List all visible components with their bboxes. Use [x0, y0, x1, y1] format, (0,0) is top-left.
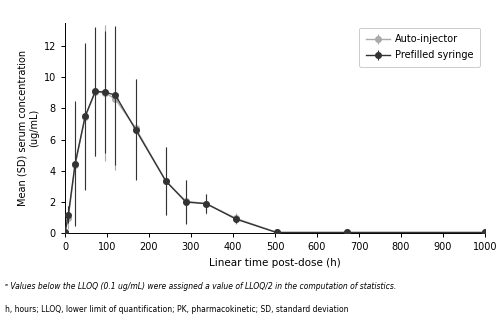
Y-axis label: Mean (SD) serum concentration
(ug/mL): Mean (SD) serum concentration (ug/mL) — [18, 50, 40, 206]
Text: h, hours; LLOQ, lower limit of quantification; PK, pharmacokinetic; SD, standard: h, hours; LLOQ, lower limit of quantific… — [5, 305, 348, 314]
Text: ᵃ Values below the LLOQ (0.1 ug/mL) were assigned a value of LLOQ/2 in the compu: ᵃ Values below the LLOQ (0.1 ug/mL) were… — [5, 282, 396, 291]
X-axis label: Linear time post-dose (h): Linear time post-dose (h) — [209, 258, 341, 268]
Legend: Auto-injector, Prefilled syringe: Auto-injector, Prefilled syringe — [359, 28, 480, 67]
